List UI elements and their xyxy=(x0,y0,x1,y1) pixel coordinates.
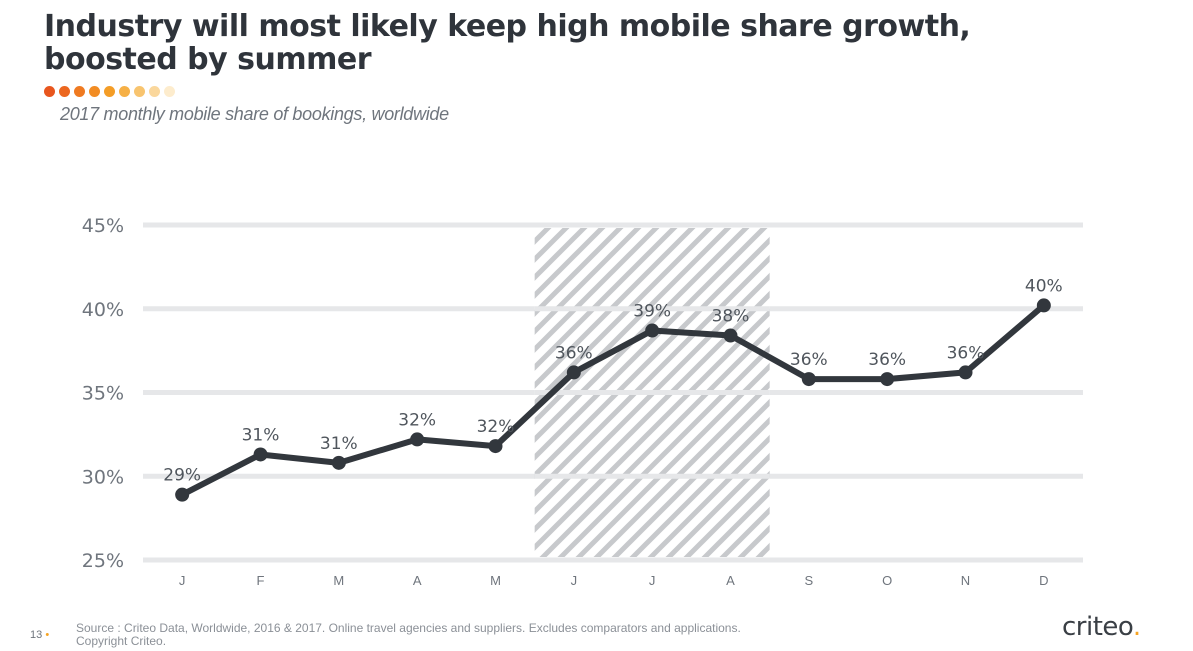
logo-text: criteo xyxy=(1062,612,1133,642)
data-label: 36% xyxy=(947,343,985,363)
data-label: 32% xyxy=(398,410,436,430)
y-tick-label: 45% xyxy=(82,215,124,237)
decor-dot xyxy=(149,86,160,97)
data-label: 38% xyxy=(712,307,750,327)
data-point xyxy=(331,455,346,470)
decor-dot xyxy=(59,86,70,97)
logo-accent: . xyxy=(1132,612,1141,642)
decor-dot xyxy=(44,86,55,97)
source-line-1: Source : Criteo Data, Worldwide, 2016 & … xyxy=(76,621,741,635)
x-tick-label: J xyxy=(649,573,656,588)
source-line-2: Copyright Criteo. xyxy=(76,634,167,648)
x-tick-label: F xyxy=(257,573,265,588)
y-tick-label: 35% xyxy=(82,383,124,405)
y-tick-label: 30% xyxy=(82,466,124,488)
page-title: Industry will most likely keep high mobi… xyxy=(44,10,1144,76)
page-number-text: 13 xyxy=(30,629,43,641)
source-note: Source : Criteo Data, Worldwide, 2016 & … xyxy=(76,622,976,648)
x-tick-label: S xyxy=(804,573,813,588)
page-number-dot: • xyxy=(45,629,50,641)
data-point xyxy=(723,328,738,343)
decor-dot xyxy=(134,86,145,97)
data-label: 39% xyxy=(633,302,671,322)
series-line xyxy=(179,302,1047,498)
data-point xyxy=(488,439,503,454)
y-tick-label: 25% xyxy=(82,550,124,572)
chart-subtitle: 2017 monthly mobile share of bookings, w… xyxy=(60,104,449,124)
data-label: 32% xyxy=(477,417,515,437)
data-label: 36% xyxy=(555,343,593,363)
title-line-2: boosted by summer xyxy=(44,42,372,77)
x-tick-label: O xyxy=(882,573,892,588)
x-tick-label: M xyxy=(490,573,501,588)
data-point xyxy=(801,372,816,387)
x-tick-label: M xyxy=(333,573,344,588)
data-point xyxy=(645,323,660,338)
data-label: 40% xyxy=(1025,276,1063,296)
data-point xyxy=(880,372,895,387)
x-tick-label: D xyxy=(1039,573,1048,588)
decor-dot xyxy=(89,86,100,97)
x-tick-label: J xyxy=(179,573,186,588)
decor-dot xyxy=(119,86,130,97)
data-label: 36% xyxy=(790,350,828,370)
data-label: 36% xyxy=(868,350,906,370)
x-tick-label: J xyxy=(571,573,578,588)
data-label: 31% xyxy=(242,425,280,445)
line-chart: 29% 31% 31% 32% 32% 36% 39% 38% 36% 36% 36% 40% 25%… xyxy=(82,215,1083,588)
data-point xyxy=(958,365,973,380)
page-number: 13 • xyxy=(30,629,49,641)
title-line-1: Industry will most likely keep high mobi… xyxy=(44,9,971,44)
data-label: 31% xyxy=(320,434,358,454)
x-tick-label: N xyxy=(961,573,970,588)
decor-dot xyxy=(164,86,175,97)
x-tick-label: A xyxy=(726,573,735,588)
decor-dot xyxy=(74,86,85,97)
y-tick-label: 40% xyxy=(82,299,124,321)
data-point xyxy=(175,487,190,502)
data-point xyxy=(410,432,425,447)
decor-dot xyxy=(104,86,115,97)
data-point xyxy=(1036,298,1051,313)
data-label: 29% xyxy=(163,466,201,486)
criteo-logo: criteo. xyxy=(1062,612,1141,642)
x-tick-label: A xyxy=(413,573,422,588)
data-point xyxy=(253,447,268,462)
data-point xyxy=(566,365,581,380)
